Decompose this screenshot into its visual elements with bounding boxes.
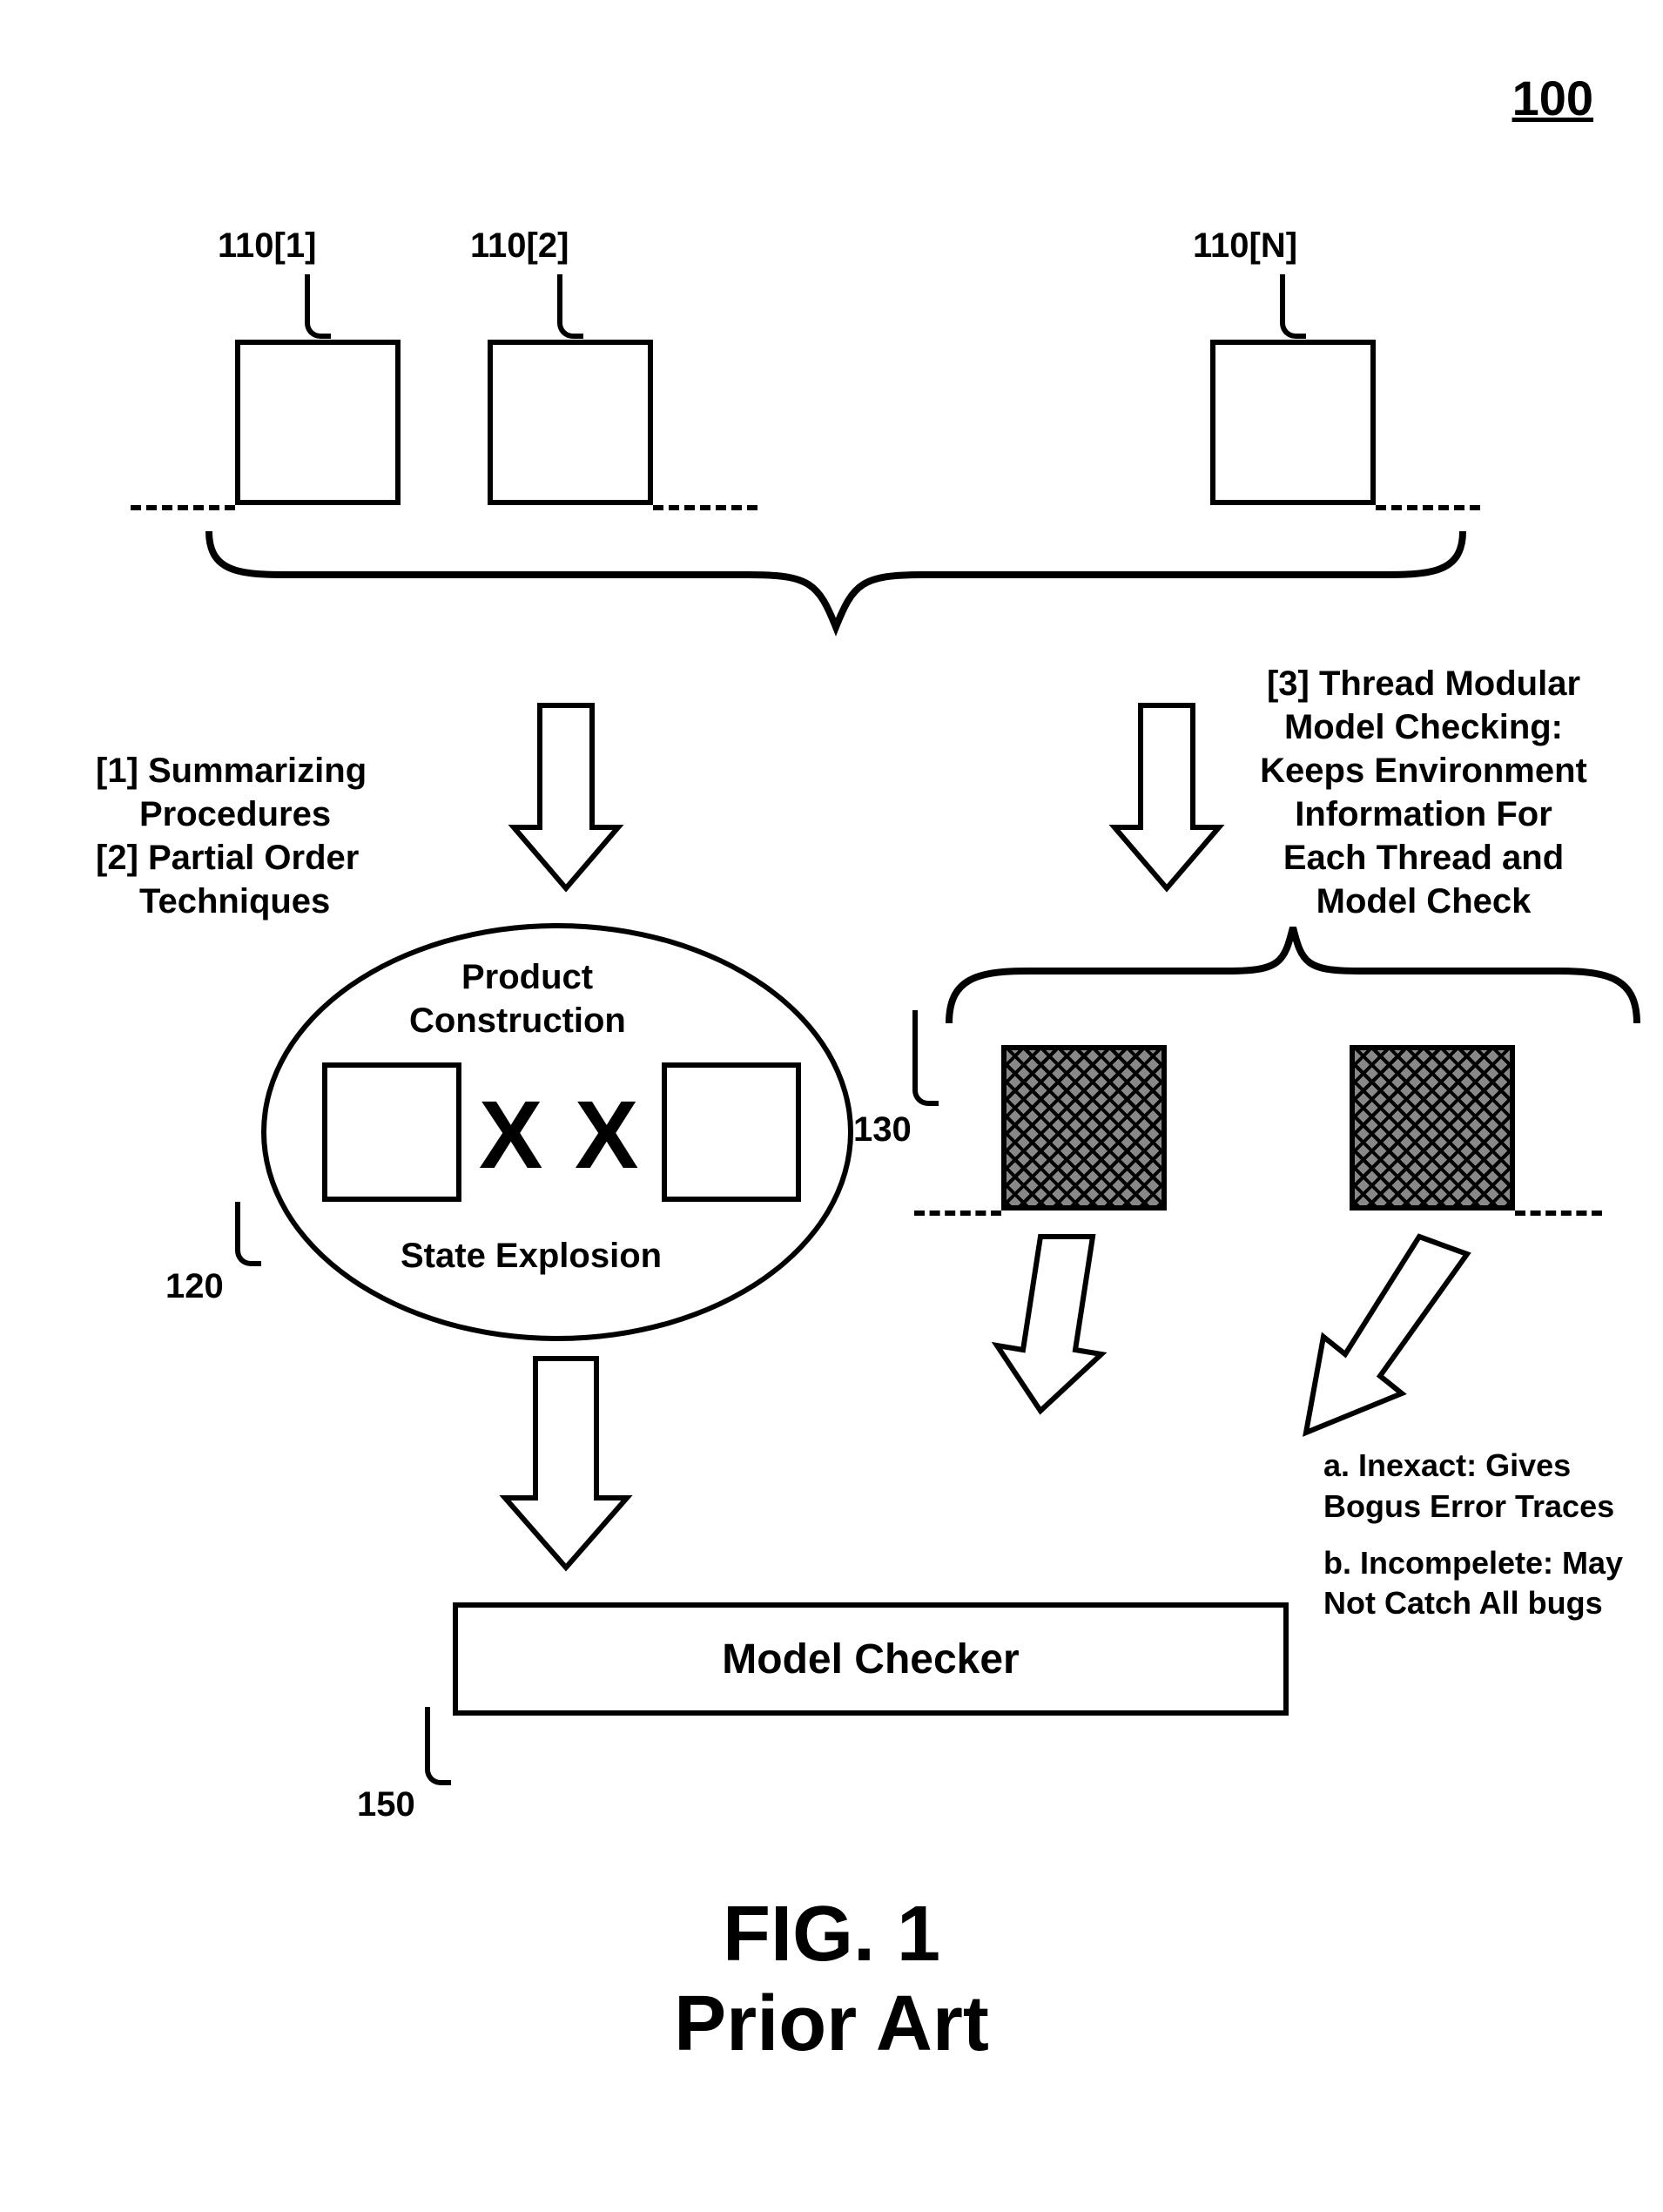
x-mark-1: X xyxy=(479,1080,542,1190)
rt-l5: Each Thread and xyxy=(1236,836,1611,880)
arrow-product-to-checker xyxy=(496,1350,636,1576)
env-box-2 xyxy=(1350,1045,1515,1211)
dr-a1: a. Inexact: Gives xyxy=(1323,1446,1623,1487)
figure-ref-100: 100 xyxy=(1512,70,1593,126)
cap-l1: FIG. 1 xyxy=(35,1890,1628,1979)
dr-a2: Bogus Error Traces xyxy=(1323,1487,1623,1527)
top-brace xyxy=(192,523,1480,653)
thread-box-n xyxy=(1210,340,1376,505)
right-technique-text: [3] Thread Modular Model Checking: Keeps… xyxy=(1236,662,1611,923)
drawbacks-text: a. Inexact: Gives Bogus Error Traces b. … xyxy=(1323,1446,1623,1624)
thread-box-2 xyxy=(488,340,653,505)
rt-l3: Keeps Environment xyxy=(1236,749,1611,792)
rt-l6: Model Check xyxy=(1236,880,1611,923)
lt-l3: [2] Partial Order xyxy=(96,836,367,880)
arrow-to-envs xyxy=(1106,697,1228,897)
thread-label-1: 110[1] xyxy=(218,226,316,266)
arrow-env2-to-checker xyxy=(1289,1228,1480,1454)
x-mark-2: X xyxy=(575,1080,638,1190)
left-technique-text: [1] Summarizing Procedures [2] Partial O… xyxy=(96,749,367,923)
env-ref: 130 xyxy=(853,1110,912,1150)
thread-label-n: 110[N] xyxy=(1193,226,1297,266)
cap-l2: Prior Art xyxy=(35,1979,1628,2069)
rt-l2: Model Checking: xyxy=(1236,705,1611,749)
product-bottom-label: State Explosion xyxy=(401,1237,662,1276)
lt-l4: Techniques xyxy=(96,880,367,923)
arrow-env1-to-checker xyxy=(993,1228,1114,1420)
model-checker-box: Model Checker xyxy=(453,1602,1289,1716)
lt-l1: [1] Summarizing xyxy=(96,749,367,792)
figure-caption: FIG. 1 Prior Art xyxy=(35,1890,1628,2069)
diagram-canvas: 100 110[1] 110[2] 110[N] [1] Summarizing… xyxy=(35,35,1628,2177)
product-mid-label: Construction xyxy=(409,1001,626,1041)
arrow-to-product xyxy=(505,697,627,897)
env-brace xyxy=(932,919,1654,1032)
product-box-left xyxy=(322,1062,461,1202)
rt-l1: [3] Thread Modular xyxy=(1236,662,1611,705)
checker-ref: 150 xyxy=(357,1785,415,1824)
thread-label-2: 110[2] xyxy=(470,226,569,266)
dr-b2: Not Catch All bugs xyxy=(1323,1583,1623,1624)
product-box-right xyxy=(662,1062,801,1202)
env-box-1 xyxy=(1001,1045,1167,1211)
rt-l4: Information For xyxy=(1236,792,1611,836)
dr-b1: b. Incompelete: May xyxy=(1323,1543,1623,1584)
product-ref: 120 xyxy=(165,1267,224,1306)
product-top-label: Product xyxy=(461,958,593,997)
lt-l2: Procedures xyxy=(96,792,367,836)
thread-box-1 xyxy=(235,340,401,505)
